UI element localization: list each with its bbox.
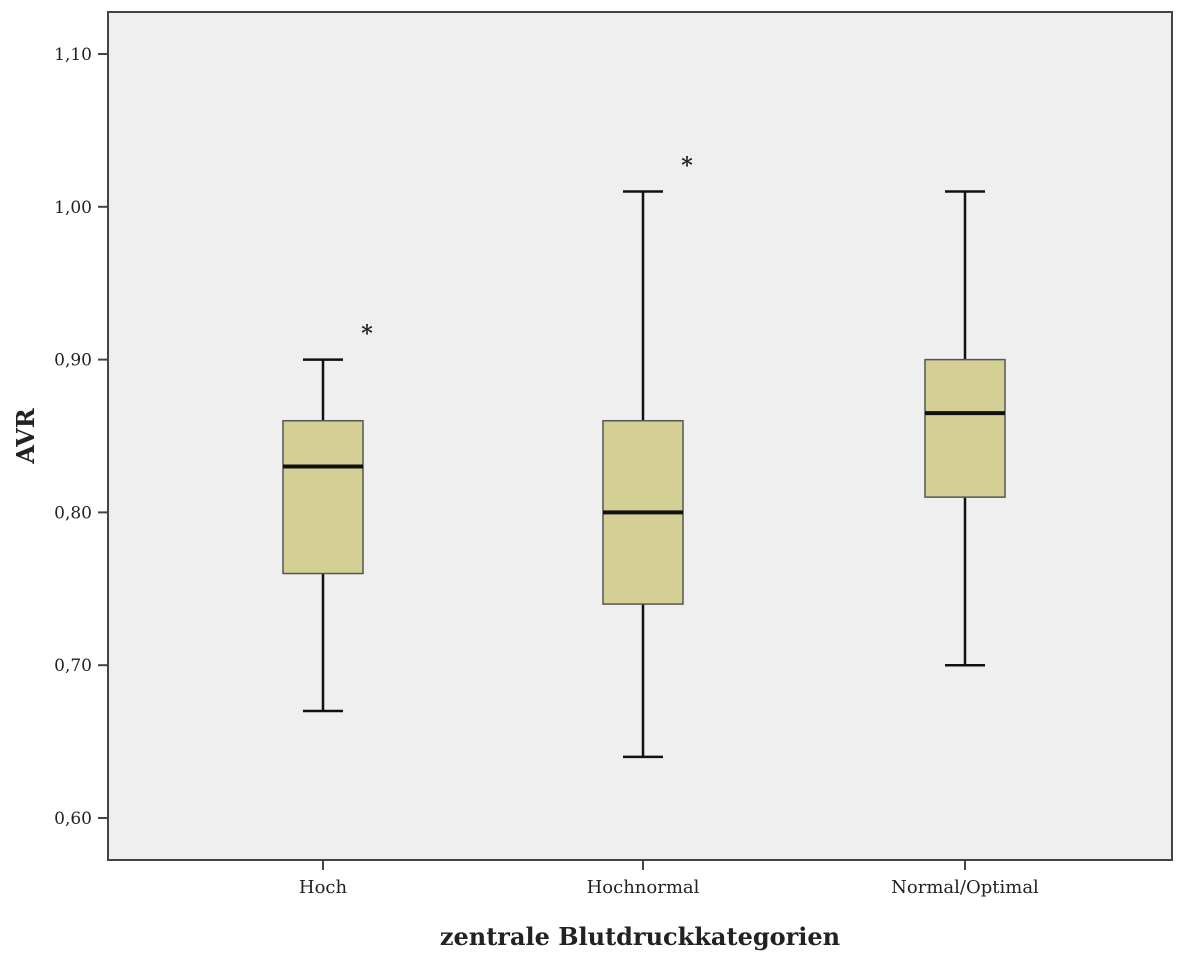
outlier-marker: *	[681, 153, 693, 179]
y-tick-label: 0,60	[54, 809, 92, 829]
x-tick-label: Normal/Optimal	[891, 877, 1039, 898]
iqr-box	[924, 358, 1006, 498]
x-tick-label: Hochnormal	[587, 877, 700, 898]
y-tick-label: 1,10	[54, 45, 92, 65]
box-series: **	[282, 153, 1006, 759]
y-axis: 0,60 0,70 0,80 0,90 1,00 1,10	[54, 45, 108, 829]
y-axis-title: AVR	[11, 407, 40, 464]
box-group-normal-optimal	[924, 190, 1006, 667]
x-tick-label: Hoch	[299, 877, 348, 898]
y-tick-label: 0,70	[54, 656, 92, 676]
outlier-marker: *	[361, 321, 373, 347]
x-axis-title: zentrale Blutdruckkategorien	[440, 922, 840, 951]
y-tick-label: 0,80	[54, 503, 92, 523]
y-tick-label: 1,00	[54, 198, 92, 218]
box-group-hochnormal: *	[602, 153, 693, 759]
box-group-hoch: *	[282, 321, 373, 713]
x-axis: Hoch Hochnormal Normal/Optimal	[299, 860, 1039, 898]
iqr-box	[282, 419, 364, 575]
y-tick-label: 0,90	[54, 351, 92, 371]
